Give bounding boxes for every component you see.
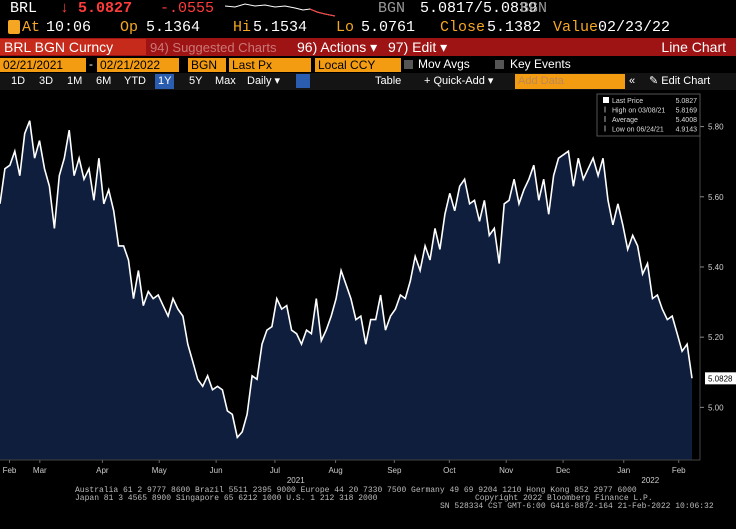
range-button[interactable]: 6M bbox=[96, 75, 112, 87]
x-tick-label: Apr bbox=[96, 466, 109, 475]
label: Lo bbox=[336, 19, 355, 36]
source: BGN bbox=[378, 0, 406, 17]
frequency[interactable]: Daily ▾ bbox=[247, 75, 281, 87]
y-tick-label: 5.00 bbox=[708, 403, 724, 412]
label: Op bbox=[120, 19, 139, 36]
source-input[interactable]: BGN bbox=[188, 58, 226, 72]
legend-value: 5.0827 bbox=[676, 98, 698, 105]
legend-label: Last Price bbox=[612, 98, 643, 105]
x-tick-label: May bbox=[152, 466, 167, 475]
x-tick-label: Nov bbox=[499, 466, 513, 475]
checkbox[interactable] bbox=[495, 60, 504, 69]
value: 10:06 bbox=[46, 19, 92, 36]
area bbox=[0, 120, 692, 460]
footer-text: Copyright 2022 Bloomberg Finance L.P. bbox=[475, 494, 653, 503]
line bbox=[0, 120, 693, 440]
y-tick-label: 5.60 bbox=[708, 193, 724, 202]
end-date[interactable]: 02/21/2022 bbox=[97, 58, 179, 72]
x-tick-label: Feb bbox=[672, 466, 686, 475]
footer-text: Japan 81 3 4565 8900 Singapore 65 6212 1… bbox=[75, 494, 378, 503]
year-label: 2021 bbox=[287, 476, 305, 485]
source: BGN bbox=[520, 0, 548, 17]
x-tick-label: Dec bbox=[556, 466, 570, 475]
x-tick-label: Feb bbox=[3, 466, 17, 475]
last-price: ↓ 5.0827 bbox=[60, 0, 133, 17]
checkbox-label[interactable]: Key Events bbox=[510, 57, 571, 71]
legend-value: 5.8169 bbox=[676, 108, 698, 115]
checkbox[interactable] bbox=[404, 60, 413, 69]
legend-box bbox=[596, 93, 701, 137]
field-input[interactable]: Last Px bbox=[229, 58, 311, 72]
x-tick-label: Oct bbox=[443, 466, 456, 475]
quick-add[interactable]: + Quick-Add ▾ bbox=[424, 75, 494, 87]
menu-item[interactable]: 96) Actions ▾ bbox=[297, 39, 378, 55]
ticker: BRL bbox=[10, 0, 38, 17]
range-button[interactable]: Max bbox=[215, 75, 236, 87]
x-tick-label: Jan bbox=[617, 466, 630, 475]
currency-input[interactable]: Local CCY bbox=[315, 58, 401, 72]
x-tick-label: Mar bbox=[33, 466, 47, 475]
range-button[interactable]: 5Y bbox=[189, 75, 203, 87]
legend-label: High on 03/08/21 bbox=[612, 108, 665, 115]
legend-value: 4.9143 bbox=[676, 127, 698, 134]
dash: - bbox=[89, 57, 93, 71]
bid-ask: 5.0817/5.0839 bbox=[420, 0, 538, 17]
change: -.0555 bbox=[160, 0, 215, 17]
year-label: 2022 bbox=[641, 476, 659, 485]
range-button[interactable]: 1D bbox=[11, 75, 26, 87]
label: Value bbox=[553, 19, 599, 36]
footer-text: SN 528334 CST GMT-6:00 G416-8872-164 21-… bbox=[440, 502, 714, 511]
range-button[interactable]: YTD bbox=[124, 75, 146, 87]
value: 5.1534 bbox=[253, 19, 308, 36]
view-title: Line Chart bbox=[661, 39, 726, 55]
value: 5.1364 bbox=[146, 19, 201, 36]
x-tick-label: Jul bbox=[270, 466, 280, 475]
label: At bbox=[22, 19, 41, 36]
checkbox-label[interactable]: Mov Avgs bbox=[418, 57, 470, 71]
menu-item[interactable]: 97) Edit ▾ bbox=[388, 39, 448, 55]
add-data[interactable]: Add Data bbox=[515, 74, 625, 89]
title-bar: BRL BGN Curncy 94) Suggested Charts 96) … bbox=[0, 38, 736, 56]
x-tick-label: Aug bbox=[328, 466, 342, 475]
value: 5.0761 bbox=[361, 19, 416, 36]
menu-item[interactable]: 94) Suggested Charts bbox=[150, 40, 277, 55]
security: BRL BGN Curncy bbox=[0, 39, 146, 55]
last-tag: 5.0828 bbox=[708, 374, 733, 383]
range-button[interactable]: 1M bbox=[67, 75, 83, 87]
collapse[interactable]: « bbox=[629, 75, 636, 87]
last-tag-box bbox=[705, 372, 736, 385]
range-button[interactable]: 1Y bbox=[155, 74, 175, 89]
icon bbox=[8, 20, 20, 34]
label: Hi bbox=[233, 19, 252, 36]
table-button[interactable]: Table bbox=[375, 75, 402, 87]
legend-label: Low on 06/24/21 bbox=[612, 127, 664, 134]
legend-value: 5.4008 bbox=[676, 117, 698, 124]
legend-swatch bbox=[603, 97, 609, 103]
value: 02/23/22 bbox=[598, 19, 671, 36]
value: 5.1382 bbox=[487, 19, 542, 36]
line-icon[interactable] bbox=[296, 74, 310, 88]
y-tick-label: 5.80 bbox=[708, 123, 724, 132]
x-tick-label: Jun bbox=[210, 466, 223, 475]
legend-label: Average bbox=[612, 117, 638, 124]
footer-text: Australia 61 2 9777 8600 Brazil 5511 239… bbox=[75, 486, 637, 495]
label: Close bbox=[440, 19, 486, 36]
x-tick-label: Sep bbox=[387, 466, 402, 475]
range-button[interactable]: 3D bbox=[39, 75, 54, 87]
y-tick-label: 5.40 bbox=[708, 263, 724, 272]
edit-chart[interactable]: ✎ Edit Chart bbox=[649, 75, 711, 87]
chart: 5.00 5.20 5.40 5.60 5.80 Feb Mar Apr May Jun Jul Au… bbox=[0, 93, 736, 511]
sparkline bbox=[225, 3, 336, 17]
y-tick-label: 5.20 bbox=[708, 333, 724, 342]
start-date[interactable]: 02/21/2021 bbox=[0, 58, 86, 72]
